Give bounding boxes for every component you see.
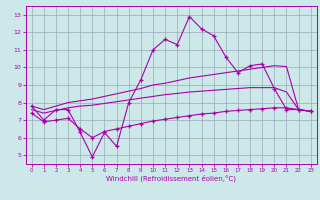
X-axis label: Windchill (Refroidissement éolien,°C): Windchill (Refroidissement éolien,°C): [106, 175, 236, 182]
